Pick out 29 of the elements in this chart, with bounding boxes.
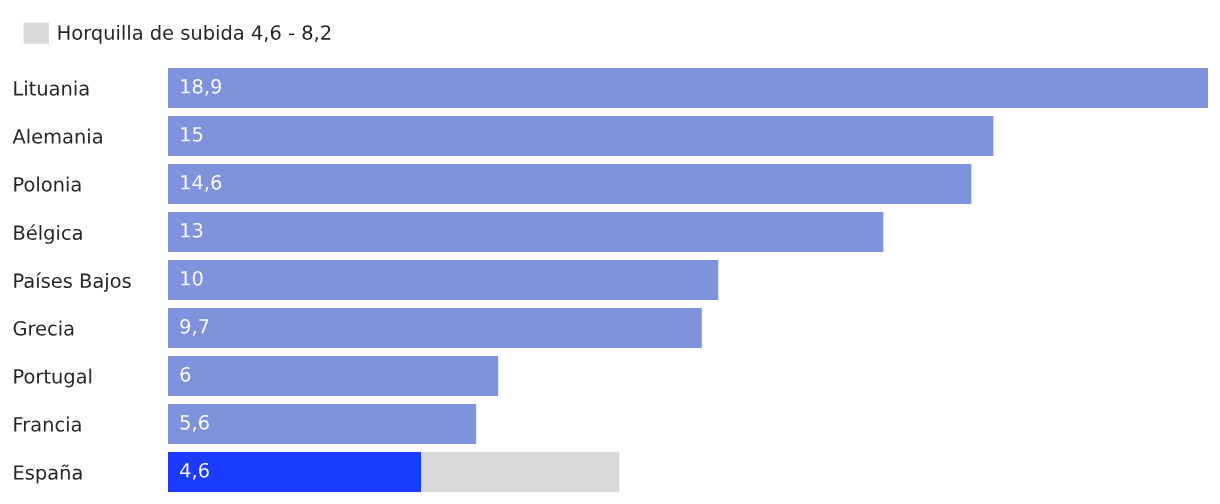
data-label: 10 [181, 270, 203, 286]
bar [168, 404, 477, 444]
data-label: 4,6 [180, 462, 209, 480]
legend-label: Horquilla de subida 4,6 - 8,2 [58, 24, 331, 44]
data-label: 18,9 [181, 78, 222, 96]
data-label: 13 [181, 222, 203, 238]
y-tick-label: Lituania [14, 80, 89, 96]
y-tick-label: Bélgica [14, 224, 82, 244]
y-tick-label: Francia [14, 416, 81, 432]
bar [168, 356, 499, 396]
data-label: 5,6 [180, 414, 209, 432]
bar [168, 68, 1208, 108]
data-label: 6 [180, 366, 191, 382]
bar [168, 164, 972, 204]
bar [168, 308, 702, 348]
data-label: 15 [181, 127, 203, 142]
y-tick-label: Portugal [14, 368, 92, 388]
bar [168, 212, 884, 252]
bar [168, 260, 719, 300]
data-label: 9,7 [180, 318, 209, 336]
y-tick-label: Polonia [14, 176, 81, 192]
bar [168, 452, 422, 492]
y-tick-label: Alemania [12, 128, 102, 144]
y-tick-label: Grecia [13, 320, 74, 336]
bar [421, 452, 620, 492]
data-label: 14,6 [181, 174, 222, 192]
y-tick-label: Países Bajos [14, 272, 131, 292]
y-tick-label: España [14, 464, 82, 484]
bar [168, 116, 994, 156]
